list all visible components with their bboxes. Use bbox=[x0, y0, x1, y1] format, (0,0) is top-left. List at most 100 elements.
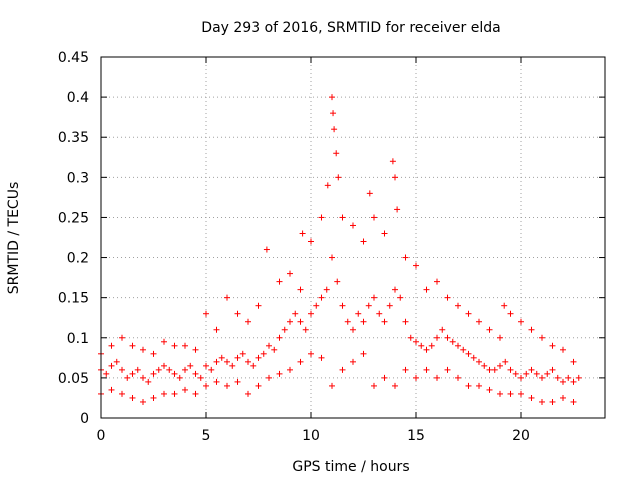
data-point bbox=[308, 238, 314, 245]
data-point bbox=[381, 318, 388, 325]
data-point bbox=[255, 354, 262, 361]
data-point bbox=[224, 382, 230, 389]
data-point bbox=[171, 342, 178, 349]
data-point bbox=[423, 346, 430, 353]
data-point bbox=[366, 190, 373, 197]
data-point bbox=[528, 366, 535, 373]
data-point bbox=[570, 378, 577, 385]
data-point bbox=[124, 374, 131, 381]
data-point bbox=[502, 358, 509, 365]
data-point bbox=[533, 370, 540, 377]
data-point bbox=[182, 386, 188, 393]
data-point bbox=[318, 294, 325, 301]
y-tick-label: 0.35 bbox=[58, 130, 89, 146]
data-point bbox=[565, 374, 572, 381]
grid bbox=[101, 57, 605, 418]
data-point bbox=[324, 182, 331, 189]
data-point bbox=[203, 362, 209, 369]
data-point bbox=[108, 342, 115, 349]
y-tick-label: 0.2 bbox=[67, 251, 89, 267]
data-point bbox=[331, 126, 338, 133]
data-point bbox=[318, 354, 325, 361]
data-point bbox=[323, 286, 330, 293]
data-point bbox=[549, 398, 556, 405]
data-point bbox=[287, 366, 293, 373]
y-tick-label: 0.45 bbox=[58, 50, 89, 66]
data-point bbox=[297, 358, 304, 365]
data-point bbox=[119, 334, 125, 341]
data-point bbox=[129, 370, 136, 377]
data-point bbox=[334, 278, 341, 285]
data-point bbox=[507, 390, 514, 397]
data-point bbox=[507, 310, 514, 317]
data-point bbox=[444, 366, 451, 373]
data-point bbox=[234, 378, 241, 385]
y-tick-label: 0.4 bbox=[67, 90, 89, 106]
data-point bbox=[465, 350, 472, 357]
data-point bbox=[276, 278, 283, 285]
data-point bbox=[476, 382, 482, 389]
scatter-points bbox=[98, 94, 582, 405]
data-point bbox=[470, 354, 477, 361]
data-point bbox=[413, 262, 419, 269]
data-point bbox=[501, 302, 508, 309]
data-point bbox=[394, 206, 401, 213]
data-point bbox=[218, 354, 225, 361]
data-point bbox=[234, 310, 241, 317]
data-point bbox=[103, 370, 110, 377]
data-point bbox=[507, 366, 514, 373]
data-point bbox=[523, 370, 530, 377]
data-point bbox=[465, 310, 472, 317]
data-point bbox=[197, 374, 204, 381]
data-point bbox=[281, 326, 288, 333]
data-point bbox=[134, 366, 141, 373]
chart-title: Day 293 of 2016, SRMTID for receiver eld… bbox=[201, 20, 500, 36]
data-point bbox=[150, 350, 157, 357]
data-point bbox=[330, 110, 337, 117]
data-point bbox=[161, 338, 167, 345]
data-point bbox=[423, 366, 430, 373]
data-point bbox=[297, 318, 304, 325]
data-point bbox=[476, 358, 482, 365]
data-point bbox=[481, 362, 488, 369]
data-point bbox=[329, 94, 335, 101]
data-point bbox=[250, 362, 257, 369]
data-point bbox=[528, 326, 535, 333]
x-tick-label: 0 bbox=[97, 428, 106, 444]
data-point bbox=[360, 318, 367, 325]
data-point bbox=[539, 398, 545, 405]
data-point bbox=[213, 326, 220, 333]
data-point bbox=[413, 374, 419, 381]
data-point bbox=[182, 366, 188, 373]
y-tick-label: 0.3 bbox=[67, 170, 89, 186]
data-point bbox=[434, 334, 440, 341]
data-point bbox=[171, 370, 178, 377]
data-point bbox=[287, 270, 293, 277]
data-point bbox=[161, 390, 167, 397]
data-point bbox=[465, 382, 472, 389]
x-axis-label: GPS time / hours bbox=[292, 459, 409, 475]
data-point bbox=[407, 334, 414, 341]
data-point bbox=[176, 374, 183, 381]
data-point bbox=[449, 338, 456, 345]
data-point bbox=[392, 174, 398, 181]
data-point bbox=[287, 318, 293, 325]
data-point bbox=[224, 294, 230, 301]
data-point bbox=[350, 358, 356, 365]
data-point bbox=[302, 326, 309, 333]
data-point bbox=[491, 366, 498, 373]
data-point bbox=[313, 302, 320, 309]
data-point bbox=[145, 378, 152, 385]
data-point bbox=[318, 214, 325, 221]
data-point bbox=[129, 394, 136, 401]
data-point bbox=[544, 370, 551, 377]
data-point bbox=[140, 398, 146, 405]
data-point bbox=[260, 350, 267, 357]
data-point bbox=[389, 158, 396, 165]
data-point bbox=[428, 342, 435, 349]
data-point bbox=[108, 386, 115, 393]
y-axis-label: SRMTID / TECUs bbox=[6, 182, 22, 295]
data-point bbox=[308, 350, 314, 357]
data-point bbox=[518, 390, 524, 397]
data-point bbox=[371, 214, 377, 221]
